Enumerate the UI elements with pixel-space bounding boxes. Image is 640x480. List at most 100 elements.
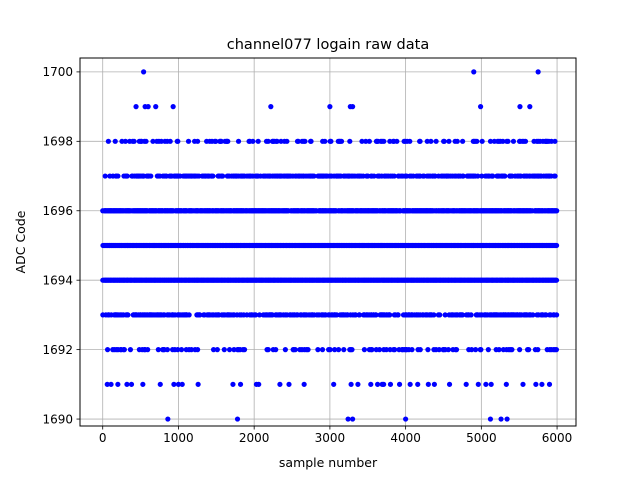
data-point: [273, 347, 279, 353]
data-point: [479, 173, 485, 179]
x-tick-label: 4000: [390, 431, 421, 445]
data-point: [552, 138, 558, 144]
data-point: [237, 381, 244, 387]
data-point: [241, 347, 248, 353]
data-point: [165, 416, 171, 422]
data-point: [554, 312, 560, 318]
data-point: [359, 138, 365, 144]
data-point: [164, 347, 171, 353]
data-point: [292, 347, 298, 353]
data-point: [415, 381, 421, 387]
data-point: [425, 381, 431, 387]
data-point: [520, 381, 526, 387]
data-point: [188, 347, 195, 353]
data-point: [488, 381, 494, 387]
data-point: [527, 104, 533, 110]
data-point: [143, 138, 149, 144]
data-point: [302, 138, 308, 144]
data-point: [350, 416, 356, 422]
data-point: [417, 347, 423, 353]
data-point: [396, 381, 403, 387]
y-tick-label: 1690: [42, 412, 73, 426]
data-point: [417, 138, 423, 144]
data-point: [504, 416, 510, 422]
data-point: [332, 347, 338, 353]
data-point: [383, 347, 389, 353]
data-point: [475, 381, 481, 387]
data-point: [311, 173, 317, 179]
data-point: [409, 347, 415, 353]
data-point: [490, 173, 496, 179]
data-point: [230, 381, 236, 387]
data-point: [460, 138, 466, 144]
data-point: [218, 138, 224, 144]
data-point: [498, 416, 504, 422]
data-point: [366, 138, 372, 144]
data-point: [394, 138, 400, 144]
data-point: [546, 381, 553, 387]
y-tick-label: 1698: [42, 135, 73, 149]
data-point: [437, 312, 443, 318]
data-point: [331, 381, 337, 387]
data-point: [301, 381, 307, 387]
y-tick-label: 1694: [42, 273, 73, 287]
data-point: [381, 381, 387, 387]
data-point: [197, 312, 203, 318]
data-point: [157, 381, 163, 387]
data-point: [373, 312, 379, 318]
data-point: [554, 242, 560, 249]
data-point: [327, 347, 333, 353]
data-point: [403, 416, 409, 422]
data-point: [433, 138, 439, 144]
data-point: [428, 138, 434, 144]
data-point: [235, 138, 242, 144]
data-point: [517, 347, 523, 353]
data-points: [100, 69, 560, 422]
data-point: [392, 347, 398, 353]
data-point: [460, 173, 466, 179]
data-point: [185, 138, 192, 144]
data-point: [175, 347, 181, 353]
data-point: [277, 381, 283, 387]
data-point: [210, 173, 216, 179]
data-point: [322, 138, 328, 144]
data-point: [170, 104, 176, 110]
data-point: [487, 416, 494, 422]
data-point: [145, 347, 151, 353]
data-point: [274, 138, 280, 144]
data-point: [175, 138, 181, 144]
data-point: [341, 347, 347, 353]
data-point: [554, 208, 560, 214]
data-point: [308, 138, 314, 144]
data-point: [167, 138, 173, 144]
data-point: [526, 347, 532, 353]
data-point: [127, 347, 134, 353]
data-point: [503, 381, 509, 387]
data-point: [446, 381, 453, 387]
y-tick-label: 1700: [42, 65, 73, 79]
data-point: [250, 138, 256, 144]
data-point: [463, 381, 469, 387]
data-point: [141, 69, 147, 75]
data-point: [436, 347, 442, 353]
data-point: [347, 138, 353, 144]
data-point: [124, 173, 130, 179]
data-point: [479, 138, 485, 144]
data-point: [510, 138, 517, 144]
data-point: [369, 347, 375, 353]
data-point: [483, 381, 489, 387]
data-point: [253, 312, 259, 318]
data-point: [361, 347, 368, 353]
x-tick-label: 1000: [163, 431, 194, 445]
data-point: [150, 138, 156, 144]
data-point: [371, 173, 377, 179]
data-point: [471, 69, 477, 75]
data-point: [375, 381, 381, 387]
x-axis-label: sample number: [279, 455, 378, 470]
data-point: [328, 138, 334, 144]
data-point: [195, 347, 201, 353]
data-point: [345, 416, 351, 422]
data-point: [327, 104, 333, 110]
data-point: [355, 381, 361, 387]
data-point: [282, 347, 288, 353]
